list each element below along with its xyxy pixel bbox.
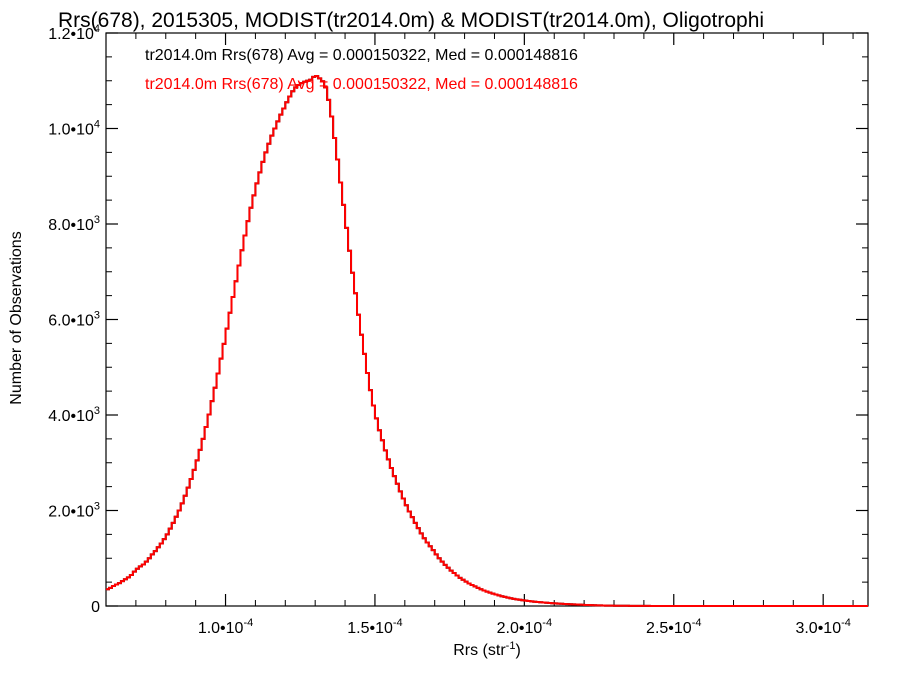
y-tick-label-exponent: 3 <box>94 405 100 417</box>
y-tick-label: 0 <box>91 599 100 616</box>
x-axis-label-main: Rrs (str <box>453 642 506 659</box>
x-axis-label-superscript: -1 <box>506 640 516 652</box>
annotation-red: tr2014.0m Rrs(678) Avg = 0.000150322, Me… <box>145 76 578 93</box>
y-tick-label: 2.0•103 <box>48 501 100 521</box>
x-tick-label-mantissa: 1.5•10 <box>347 620 393 637</box>
x-tick-label: 2.5•10-4 <box>646 617 701 637</box>
y-axis-label: Number of Observations <box>8 231 25 404</box>
y-tick-label-mantissa: 1.0•10 <box>48 122 94 139</box>
annotation-black: tr2014.0m Rrs(678) Avg = 0.000150322, Me… <box>145 47 578 64</box>
x-tick-label-exponent: -4 <box>542 617 552 629</box>
histogram-series-black <box>106 74 868 607</box>
y-tick-label-mantissa: 4.0•10 <box>48 408 94 425</box>
y-tick-label-mantissa: 1.2•10 <box>48 26 94 43</box>
y-tick-label-mantissa: 8.0•10 <box>48 217 94 234</box>
y-tick-label: 8.0•103 <box>48 214 100 234</box>
x-axis-label-end: ) <box>515 642 520 659</box>
y-axis: 02.0•1034.0•1036.0•1038.0•1031.0•1041.2•… <box>48 23 868 616</box>
plot-frame <box>105 32 869 607</box>
x-tick-label: 2.0•10-4 <box>497 617 552 637</box>
x-axis-label: Rrs (str-1) <box>453 640 521 659</box>
x-tick-label-mantissa: 3.0•10 <box>795 620 841 637</box>
y-tick-label-exponent: 3 <box>94 501 100 513</box>
y-tick-label-exponent: 4 <box>94 23 100 35</box>
x-axis: 1.0•10-4 1.5•10-4 2.0•10-4 2.5•10-4 3.0•10-4 <box>135 33 854 637</box>
x-tick-label: 3.0•10-4 <box>795 617 850 637</box>
x-tick-label-exponent: -4 <box>692 617 702 629</box>
y-tick-label-exponent: 3 <box>94 310 100 322</box>
x-tick-label-mantissa: 2.5•10 <box>646 620 692 637</box>
series-layer <box>106 74 868 607</box>
y-tick-label: 1.2•104 <box>48 23 100 43</box>
x-tick-label-exponent: -4 <box>393 617 403 629</box>
y-tick-label: 6.0•103 <box>48 310 100 330</box>
x-tick-label-mantissa: 1.0•10 <box>198 620 244 637</box>
histogram-series-red <box>106 74 868 607</box>
y-tick-label-exponent: 4 <box>94 119 100 131</box>
x-tick-label: 1.5•10-4 <box>347 617 402 637</box>
y-tick-label: 1.0•104 <box>48 119 100 139</box>
y-tick-label-mantissa: 0 <box>91 599 100 616</box>
x-tick-label: 1.0•10-4 <box>198 617 253 637</box>
x-tick-label-exponent: -4 <box>841 617 851 629</box>
y-tick-label-mantissa: 2.0•10 <box>48 504 94 521</box>
y-tick-label-mantissa: 6.0•10 <box>48 313 94 330</box>
y-tick-label: 4.0•103 <box>48 405 100 425</box>
x-tick-label-exponent: -4 <box>243 617 253 629</box>
chart-title: Rrs(678), 2015305, MODIST(tr2014.0m) & M… <box>58 9 764 32</box>
plot-border <box>105 32 869 607</box>
x-tick-label-mantissa: 2.0•10 <box>497 620 543 637</box>
y-tick-label-exponent: 3 <box>94 214 100 226</box>
